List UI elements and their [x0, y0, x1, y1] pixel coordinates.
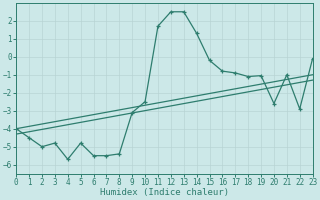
X-axis label: Humidex (Indice chaleur): Humidex (Indice chaleur)	[100, 188, 229, 197]
